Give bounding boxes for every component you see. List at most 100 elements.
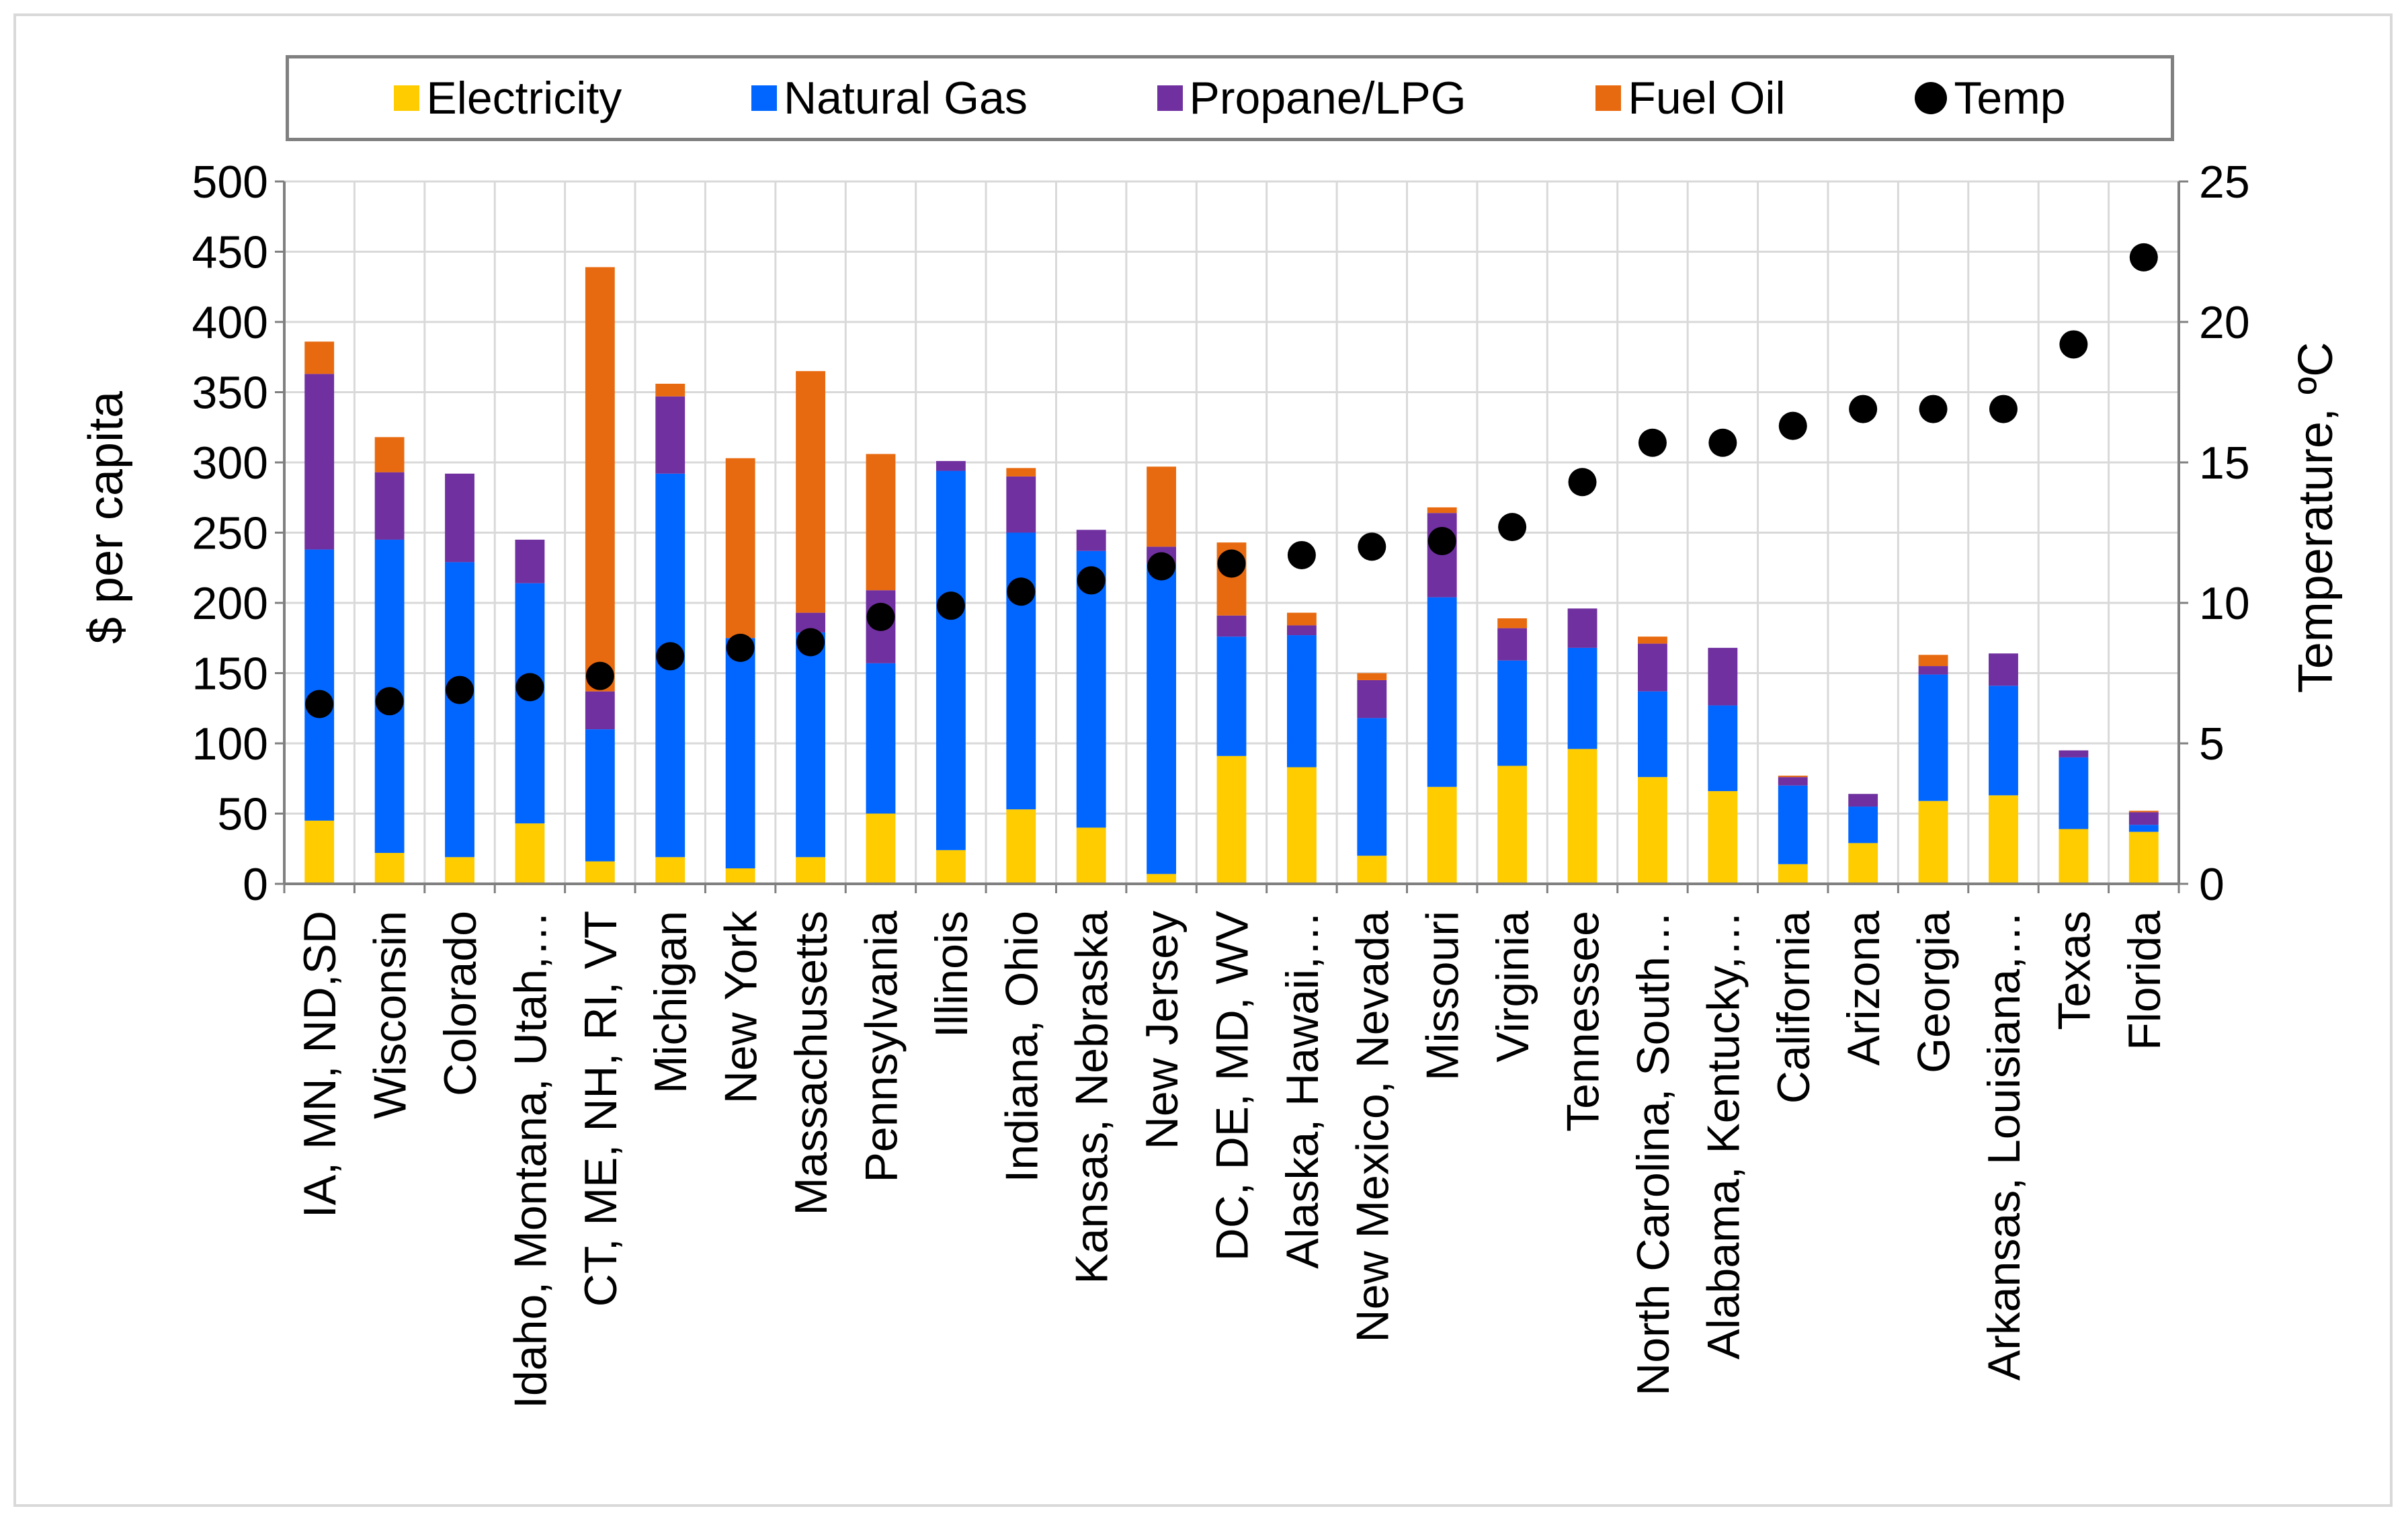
temp-point <box>515 673 544 702</box>
bar-natural-gas <box>445 562 474 858</box>
temp-point <box>1077 566 1106 595</box>
legend-label-natural-gas: Natural Gas <box>784 73 1028 124</box>
legend-item-electricity: Electricity <box>394 72 622 124</box>
bar-propane-lpg <box>1076 530 1106 551</box>
bar-propane-lpg <box>1778 777 1808 786</box>
bar-propane-lpg <box>1989 653 2018 686</box>
bar-natural-gas <box>1427 597 1457 787</box>
y-tick-label: 100 <box>192 718 268 770</box>
bar-electricity <box>445 857 474 884</box>
bar-electricity <box>725 868 755 884</box>
temp-point <box>375 687 404 716</box>
legend-item-natural-gas: Natural Gas <box>751 72 1028 124</box>
y2-tick-label: 20 <box>2199 297 2250 348</box>
bar-propane-lpg <box>655 396 686 474</box>
bar-propane-lpg <box>2059 750 2089 757</box>
bar-natural-gas <box>1357 718 1387 856</box>
bar-fuel-oil <box>655 383 686 397</box>
bar-electricity <box>1638 777 1667 884</box>
x-tick-label: Arizona <box>1838 911 1889 1066</box>
x-tick-label: New Jersey <box>1136 911 1188 1149</box>
bar-propane-lpg <box>585 691 615 730</box>
bar-electricity <box>796 857 825 884</box>
y2-tick-label: 5 <box>2199 718 2225 770</box>
bar-electricity <box>1918 800 1948 884</box>
bar-propane-lpg <box>936 460 966 471</box>
y-tick-label: 200 <box>192 578 268 629</box>
y-tick-label: 150 <box>192 649 268 700</box>
bar-propane-lpg <box>1638 643 1667 692</box>
bar-electricity <box>304 820 335 884</box>
bar-propane-lpg <box>1006 476 1036 533</box>
temp-point <box>866 602 895 631</box>
bar-propane-lpg <box>1848 794 1878 807</box>
temp-point <box>1638 428 1667 457</box>
axes <box>275 180 2188 893</box>
x-tick-label: New York <box>716 910 767 1104</box>
x-tick-label: Colorado <box>435 911 486 1096</box>
bar-electricity <box>866 813 896 884</box>
temp-point <box>1498 513 1527 542</box>
bar-natural-gas <box>585 729 615 862</box>
bar-electricity <box>585 861 615 884</box>
legend-swatch-electricity <box>394 85 420 111</box>
x-tick-label: Michigan <box>645 911 696 1094</box>
bar-natural-gas <box>515 583 545 824</box>
legend-swatch-fuel-oil <box>1595 85 1622 111</box>
bar-natural-gas <box>2059 757 2089 829</box>
bar-propane-lpg <box>2128 812 2159 825</box>
bar-electricity <box>2128 831 2159 884</box>
y-tick-label: 250 <box>192 508 268 559</box>
bar-electricity <box>1147 874 1177 884</box>
x-tick-label: Tennessee <box>1558 911 1609 1132</box>
x-tick-label: Idaho, Montana, Utah,… <box>505 911 556 1409</box>
x-tick-label: Indiana, Ohio <box>996 911 1047 1183</box>
bar-electricity <box>1848 843 1878 884</box>
temp-point <box>1989 395 2018 423</box>
temp-point <box>1427 527 1456 556</box>
legend-marker-temp <box>1915 82 1948 114</box>
bar-natural-gas <box>1147 563 1177 874</box>
bar-fuel-oil <box>1427 507 1457 513</box>
bar-natural-gas <box>725 638 755 869</box>
temp-point <box>936 591 965 620</box>
bar-natural-gas <box>1076 550 1106 828</box>
bar-electricity <box>374 853 405 884</box>
bar-electricity <box>936 850 966 884</box>
y-tick-label: 50 <box>217 789 268 840</box>
x-tick-label: Wisconsin <box>365 911 416 1119</box>
temp-point <box>1217 549 1246 578</box>
bar-fuel-oil <box>1286 612 1317 626</box>
bar-natural-gas <box>1989 686 2018 796</box>
x-tick-label: Virginia <box>1487 911 1538 1063</box>
temp-points <box>305 243 2158 718</box>
bar-natural-gas <box>1708 705 1738 792</box>
temp-point <box>796 628 825 657</box>
bar-natural-gas <box>1006 532 1036 810</box>
x-tick-label: CT, ME, NH, RI, VT <box>575 911 626 1307</box>
x-tick-label: Pennsylvania <box>856 911 907 1183</box>
bar-fuel-oil <box>1147 466 1177 547</box>
x-tick-label: Georgia <box>1909 911 1960 1073</box>
bar-propane-lpg <box>445 473 474 563</box>
bar-fuel-oil <box>1357 673 1387 680</box>
temp-point <box>656 642 685 671</box>
bar-natural-gas <box>1497 660 1528 766</box>
bar-natural-gas <box>1567 647 1597 749</box>
legend-swatch-natural-gas <box>751 85 778 111</box>
bar-fuel-oil <box>1497 618 1528 628</box>
legend-item-temp: Temp <box>1915 72 2066 124</box>
bar-propane-lpg <box>374 472 405 540</box>
chart-frame <box>13 13 2393 1507</box>
bar-electricity <box>2059 829 2089 884</box>
bar-fuel-oil <box>1918 655 1948 667</box>
y2-tick-label: 0 <box>2199 859 2225 910</box>
bar-propane-lpg <box>1708 647 1738 706</box>
bar-propane-lpg <box>1497 628 1528 661</box>
temp-point <box>1849 395 1878 423</box>
bar-fuel-oil <box>1778 776 1808 778</box>
legend-label-temp: Temp <box>1954 73 2066 124</box>
legend-label-electricity: Electricity <box>426 73 622 124</box>
x-tick-label: Florida <box>2119 911 2170 1051</box>
